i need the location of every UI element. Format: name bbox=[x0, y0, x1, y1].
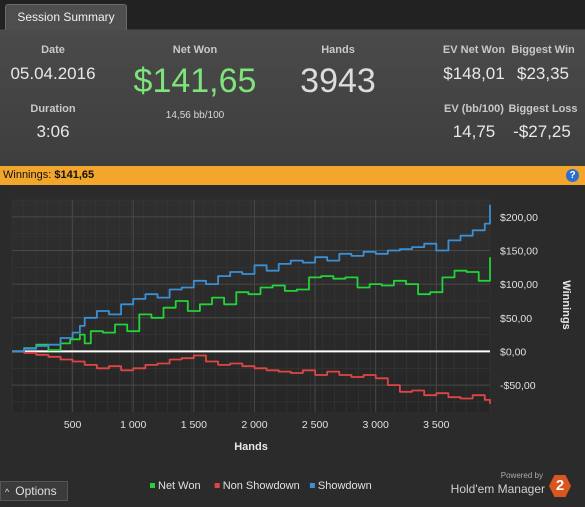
brand-name: Hold'em Manager bbox=[450, 482, 545, 496]
net-won-label: Net Won bbox=[172, 44, 218, 56]
legend-swatch bbox=[309, 483, 315, 488]
biggest-win-label: Biggest Win bbox=[511, 44, 575, 56]
hands-label: Hands bbox=[321, 44, 355, 56]
ev-bb100-value: 14,75 bbox=[452, 122, 496, 141]
net-won-bb100: 14,56 bb/100 bbox=[165, 110, 225, 121]
hands-value: 3943 bbox=[300, 62, 376, 100]
y-tick-label: $200,00 bbox=[500, 212, 538, 224]
question-icon[interactable]: ? bbox=[566, 169, 579, 182]
branding: Powered by Hold'em Manager 2 bbox=[450, 471, 571, 497]
summary-panel: Date 05.04.2016 Duration 3:06 Net Won $1… bbox=[0, 30, 585, 166]
winnings-value: $141,65 bbox=[54, 169, 95, 181]
duration-label: Duration bbox=[30, 103, 76, 115]
x-tick-label: 3 500 bbox=[423, 419, 449, 431]
biggest-loss-label: Biggest Loss bbox=[508, 103, 578, 115]
x-tick-label: 2 500 bbox=[302, 419, 328, 431]
powered-by-text: Powered by bbox=[500, 471, 543, 480]
winnings-bar: Winnings: $141,65 ? bbox=[0, 166, 585, 185]
x-tick-label: 1 000 bbox=[120, 419, 146, 431]
y-tick-label: $100,00 bbox=[500, 279, 538, 291]
legend-label: Showdown bbox=[318, 480, 372, 492]
y-tick-label: $0,00 bbox=[500, 346, 526, 358]
chart-grid bbox=[11, 199, 491, 412]
net-won-value: $141,65 bbox=[133, 62, 257, 100]
tab-session-summary[interactable]: Session Summary bbox=[5, 4, 127, 31]
legend-swatch bbox=[150, 483, 155, 488]
chevron-up-icon: ^ bbox=[5, 487, 10, 497]
date-label: Date bbox=[41, 44, 65, 56]
biggest-win-value: $23,35 bbox=[517, 64, 569, 83]
chart-series bbox=[12, 204, 491, 404]
legend-label: Non Showdown bbox=[223, 480, 300, 492]
x-axis-label: Hands bbox=[234, 441, 268, 453]
y-tick-label: $50,00 bbox=[500, 313, 532, 325]
x-tick-label: 1 500 bbox=[181, 419, 207, 431]
ev-net-won-value: $148,01 bbox=[443, 64, 505, 83]
winnings-chart: 500 1 000 1 500 2 000 2 500 3 000 3 500 -$50,00… bbox=[0, 185, 585, 507]
y-tick-label: $150,00 bbox=[500, 245, 538, 257]
x-tick-label: 500 bbox=[64, 419, 82, 431]
tab-bar: Session Summary bbox=[0, 0, 585, 31]
y-tick-label: -$50,00 bbox=[500, 380, 536, 392]
x-tick-label: 2 000 bbox=[241, 419, 267, 431]
series-line-net-won bbox=[12, 257, 491, 353]
series-line-showdown bbox=[12, 204, 491, 353]
ev-bb100-label: EV (bb/100) bbox=[444, 103, 504, 115]
duration-value: 3:06 bbox=[36, 122, 70, 141]
y-axis-label: Winnings bbox=[560, 280, 572, 329]
chart-legend: Net Won Non Showdown Showdown bbox=[150, 480, 372, 492]
options-button[interactable]: ^ Options bbox=[0, 481, 68, 501]
legend-label: Net Won bbox=[158, 480, 201, 492]
options-label: Options bbox=[15, 484, 57, 498]
ev-net-won-label: EV Net Won bbox=[442, 44, 506, 56]
biggest-loss-value: -$27,25 bbox=[513, 122, 571, 141]
chart-axes: 500 1 000 1 500 2 000 2 500 3 000 3 500 -$50,00… bbox=[64, 212, 538, 431]
series-line-non-showdown bbox=[12, 350, 491, 404]
hem-logo-icon: 2 bbox=[549, 475, 571, 497]
x-tick-label: 3 000 bbox=[363, 419, 389, 431]
legend-swatch bbox=[214, 483, 220, 488]
winnings-label: Winnings: bbox=[3, 169, 52, 181]
date-value: 05.04.2016 bbox=[10, 64, 96, 83]
